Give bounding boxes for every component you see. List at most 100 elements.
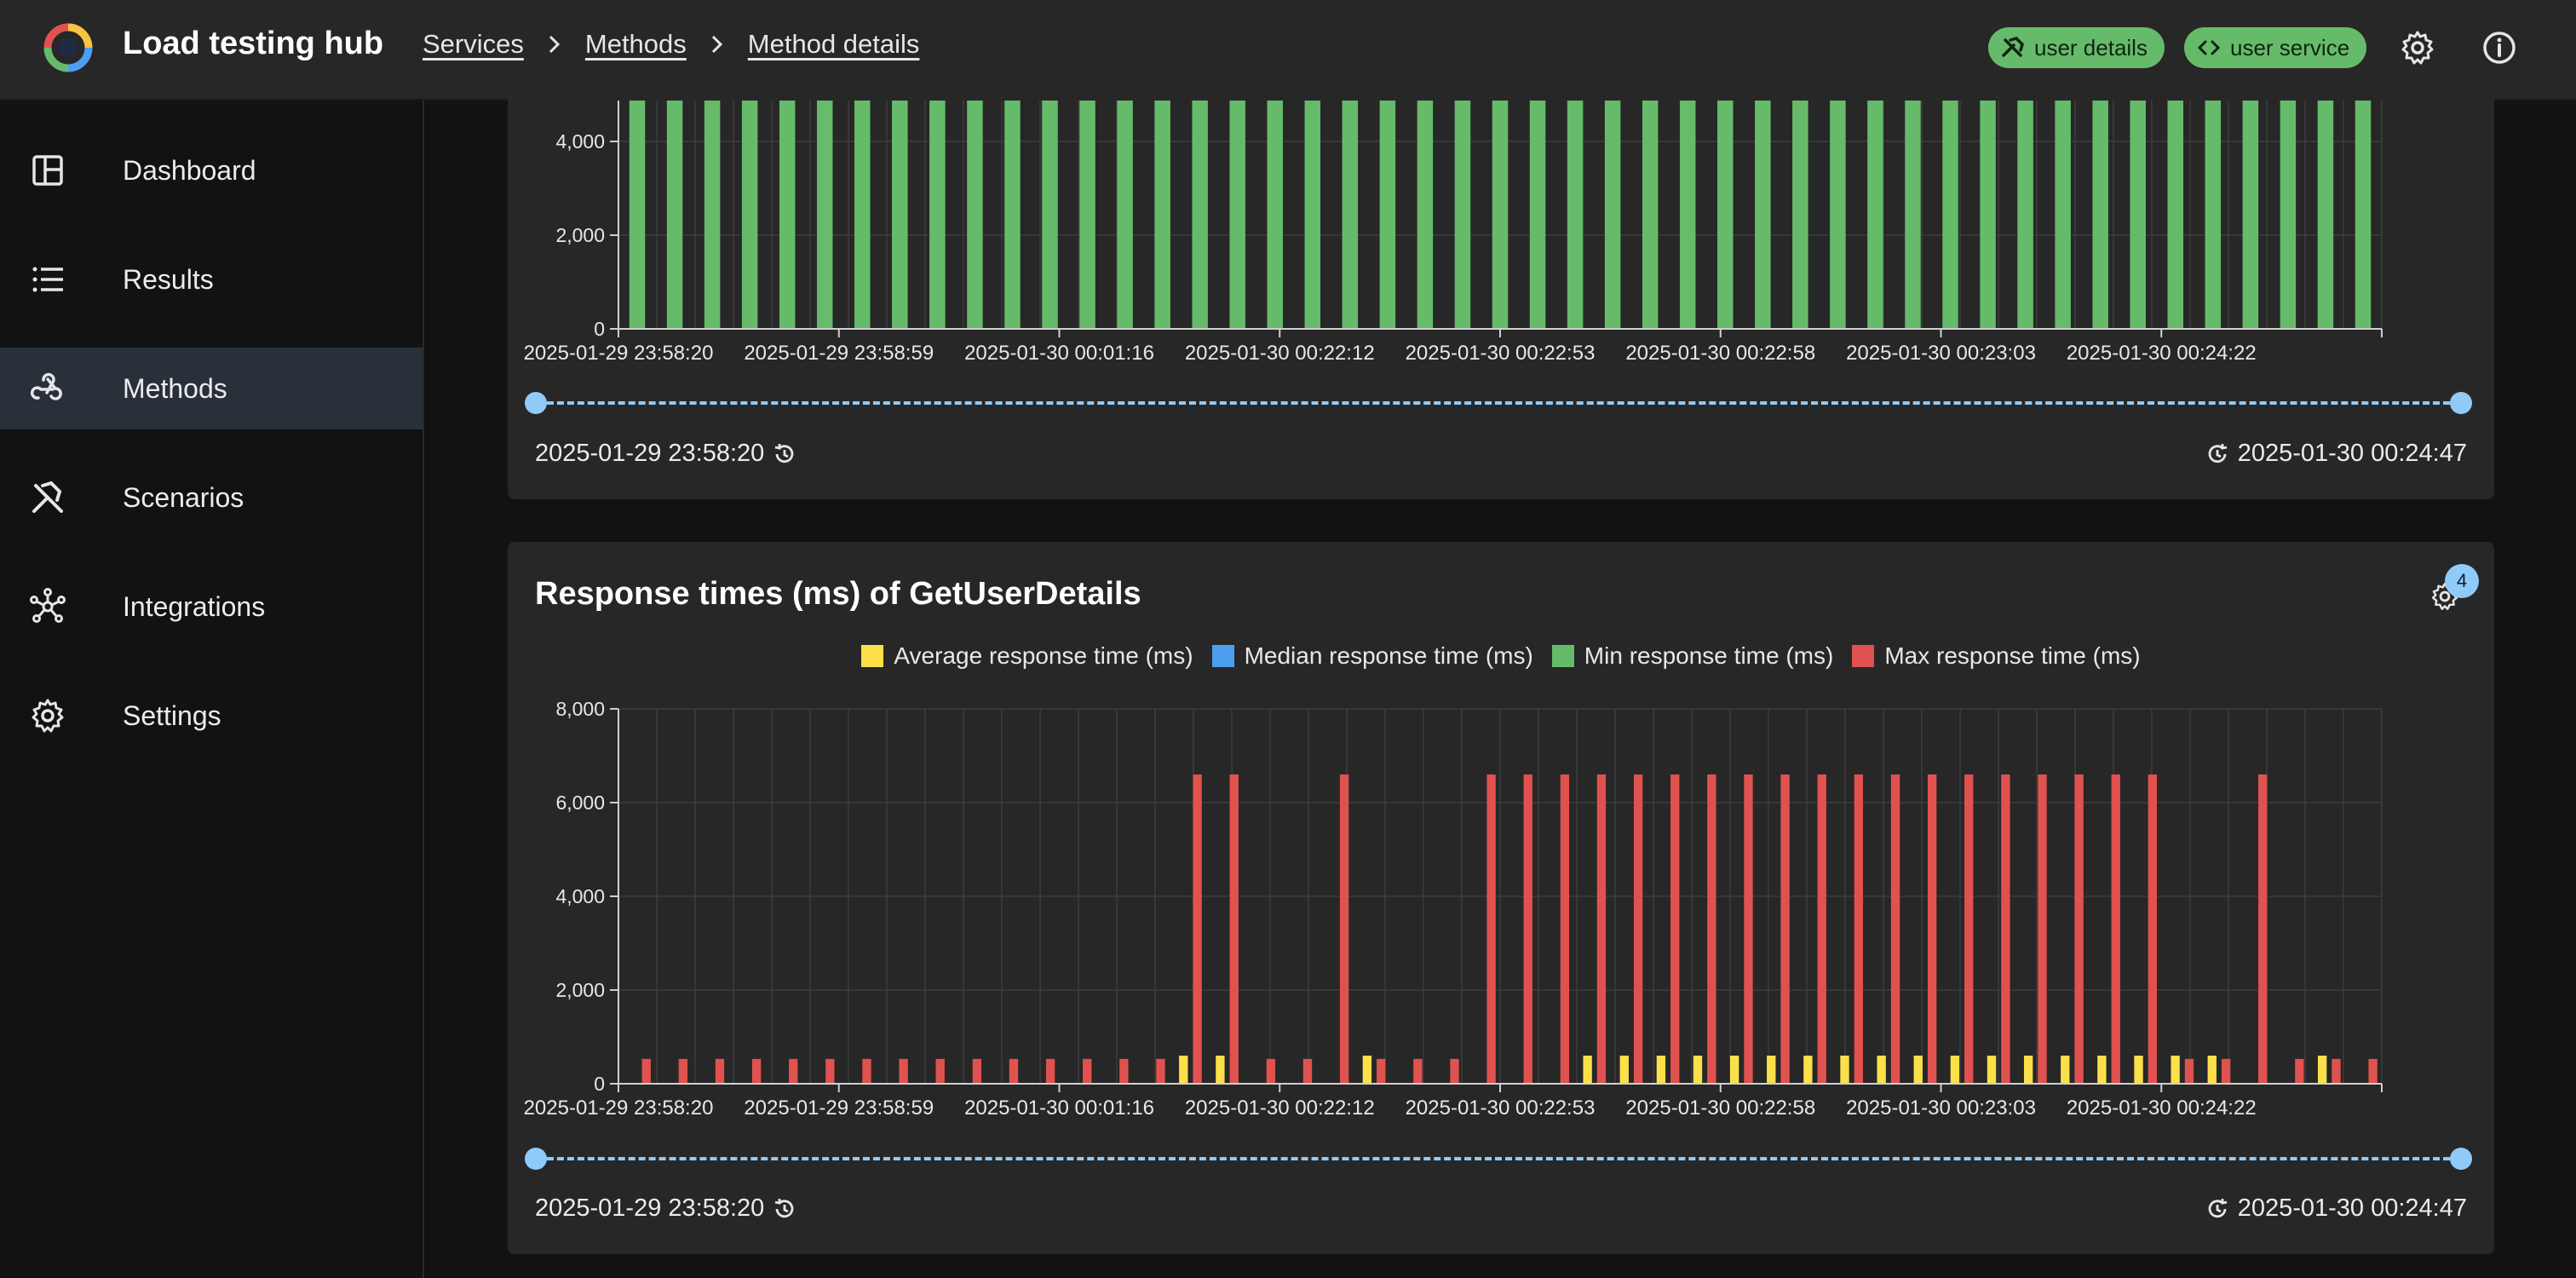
bar xyxy=(1486,774,1496,1084)
info-icon xyxy=(2483,32,2516,64)
header-info-button[interactable] xyxy=(2477,26,2521,70)
bar xyxy=(2317,1056,2327,1084)
history-icon xyxy=(775,443,794,463)
bar xyxy=(1619,1056,1629,1084)
bar xyxy=(1987,1056,1997,1084)
bar xyxy=(2017,101,2033,329)
x-tick-label: 2025-01-29 23:58:20 xyxy=(524,1097,714,1120)
sidebar-item-results[interactable]: Results xyxy=(0,239,423,320)
dashboard-icon xyxy=(32,155,63,186)
app-logo-icon xyxy=(43,23,93,72)
breadcrumb-methods[interactable]: Methods xyxy=(584,29,687,59)
slider-handle-start[interactable] xyxy=(525,392,547,414)
x-tick-label: 2025-01-30 00:22:53 xyxy=(1406,1097,1596,1120)
chart-card-response-times: Response times (ms) of GetUserDetails 4 … xyxy=(508,542,2494,1254)
bar xyxy=(1877,1056,1886,1084)
time-range-slider[interactable] xyxy=(525,1146,2472,1172)
y-tick-label: 4,000 xyxy=(555,130,605,153)
bar xyxy=(2317,101,2334,329)
bar xyxy=(816,101,833,329)
time-range-slider[interactable] xyxy=(525,390,2472,416)
bar xyxy=(1362,1056,1372,1084)
sidebar-item-settings[interactable]: Settings xyxy=(0,675,423,757)
sidebar-item-methods[interactable]: Methods xyxy=(0,348,423,429)
legend-label: Max response time (ms) xyxy=(1884,642,2141,669)
bar xyxy=(1604,101,1621,329)
x-tick-label: 2025-01-30 00:23:03 xyxy=(1846,1097,2036,1120)
history-icon xyxy=(775,1198,794,1218)
x-tick-label: 2025-01-30 00:24:22 xyxy=(2067,1097,2257,1120)
legend-item-median[interactable]: Median response time (ms) xyxy=(1211,642,1533,670)
x-tick-label: 2025-01-29 23:58:59 xyxy=(744,342,934,365)
slider-track xyxy=(537,1157,2460,1160)
top-app-bar: Load testing hub Services Methods Method… xyxy=(0,0,2576,101)
bar xyxy=(1913,1056,1923,1084)
code-brackets-icon xyxy=(2197,40,2221,55)
x-tick-label: 2025-01-30 00:01:16 xyxy=(964,1097,1154,1120)
x-tick-label: 2025-01-29 23:58:20 xyxy=(524,342,714,365)
header-settings-button[interactable] xyxy=(2395,26,2440,70)
bar xyxy=(2221,1058,2231,1084)
bar xyxy=(1964,774,1974,1084)
y-tick-label: 0 xyxy=(594,318,605,340)
chart-card-top: 0 2,000 4,000 2025-01-29 23:58:20 2025-01-29… xyxy=(508,85,2494,499)
hub-icon xyxy=(30,588,66,623)
bar xyxy=(1980,101,1996,329)
chevron-right-icon xyxy=(711,35,722,54)
update-icon xyxy=(2208,1198,2227,1218)
range-end-label: 2025-01-30 00:24:47 xyxy=(2205,440,2467,468)
x-tick-label: 2025-01-30 00:22:53 xyxy=(1406,342,1596,365)
bar xyxy=(2074,774,2084,1084)
range-start-label: 2025-01-29 23:58:20 xyxy=(535,1195,796,1223)
bar xyxy=(2205,101,2222,329)
bar xyxy=(1717,101,1734,329)
bar xyxy=(2097,1056,2107,1084)
bar xyxy=(1009,1058,1019,1084)
bar xyxy=(2171,1056,2180,1084)
bar xyxy=(935,1058,945,1084)
bar xyxy=(1413,1058,1423,1084)
bar xyxy=(1216,1056,1225,1084)
sidebar-item-dashboard[interactable]: Dashboard xyxy=(0,130,423,211)
slider-handle-end[interactable] xyxy=(2450,392,2472,414)
bar xyxy=(1567,101,1584,329)
range-end-value: 2025-01-30 00:24:47 xyxy=(2237,440,2467,467)
bar xyxy=(1267,101,1283,329)
settings-icon xyxy=(2401,31,2434,65)
bar xyxy=(1792,101,1808,329)
chart-settings-button[interactable]: 4 xyxy=(2424,564,2479,617)
sidebar-item-label: Integrations xyxy=(123,590,266,622)
sidebar-item-label: Results xyxy=(123,263,214,295)
slider-handle-end[interactable] xyxy=(2450,1148,2472,1170)
bar xyxy=(1633,774,1643,1084)
slider-handle-start[interactable] xyxy=(525,1148,547,1170)
bar xyxy=(2061,1056,2070,1084)
bar xyxy=(1867,101,1883,329)
legend-item-average[interactable]: Average response time (ms) xyxy=(861,642,1193,670)
y-tick-label: 6,000 xyxy=(555,792,605,814)
sidebar-item-integrations[interactable]: Integrations xyxy=(0,566,423,648)
sidebar-item-scenarios[interactable]: Scenarios xyxy=(0,457,423,538)
bar xyxy=(2001,774,2010,1084)
bar xyxy=(1045,1058,1055,1084)
bar xyxy=(1679,101,1696,329)
breadcrumb-method-details[interactable]: Method details xyxy=(747,29,920,59)
bar xyxy=(1083,1058,1092,1084)
x-tick-label: 2025-01-30 00:22:12 xyxy=(1185,342,1375,365)
card-title: Response times (ms) of GetUserDetails xyxy=(535,576,1141,612)
chip-user-service[interactable]: user service xyxy=(2184,27,2367,68)
bar xyxy=(967,101,983,329)
bar xyxy=(704,101,721,329)
bar xyxy=(1192,101,1208,329)
bar xyxy=(1179,1056,1188,1084)
bar xyxy=(2332,1058,2341,1084)
sidebar-item-label: Methods xyxy=(123,372,227,404)
breadcrumb-services[interactable]: Services xyxy=(423,29,524,59)
bar xyxy=(1266,1058,1276,1084)
legend-item-max[interactable]: Max response time (ms) xyxy=(1852,642,2141,670)
bar-chart-response-times: 0 2,000 4,000 6,000 8,000 2025-01-29 23:58:20… xyxy=(524,698,2383,1120)
legend-item-min[interactable]: Min response time (ms) xyxy=(1551,642,1833,670)
chip-user-details[interactable]: user details xyxy=(1988,27,2165,68)
legend-label: Median response time (ms) xyxy=(1244,642,1533,669)
bar xyxy=(2148,774,2158,1084)
